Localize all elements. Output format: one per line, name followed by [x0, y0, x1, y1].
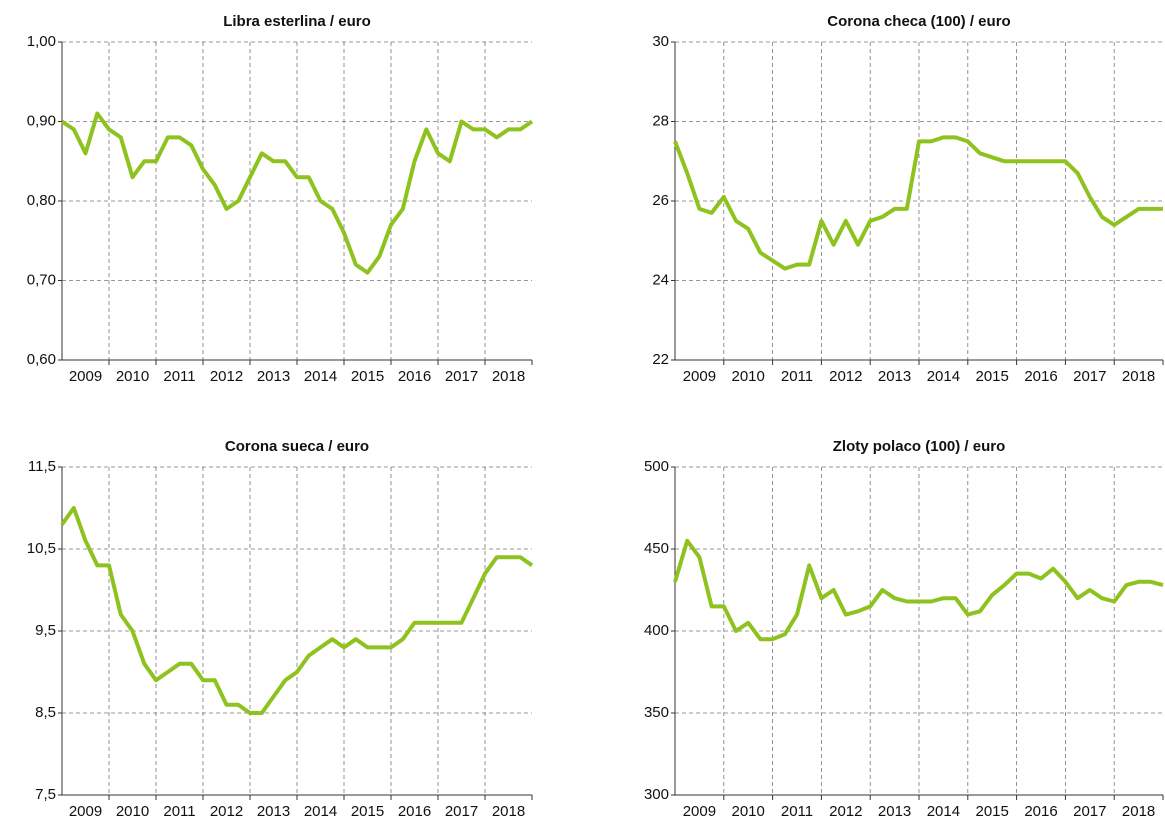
- y-tick-label: 0,90: [27, 112, 56, 129]
- x-tick-label: 2015: [351, 368, 384, 385]
- x-tick-label: 2014: [304, 803, 337, 820]
- x-tick-label: 2014: [304, 368, 337, 385]
- y-tick-label: 350: [644, 704, 669, 721]
- x-tick-label: 2018: [492, 368, 525, 385]
- x-tick-label: 2010: [116, 803, 149, 820]
- y-tick-label: 500: [644, 458, 669, 475]
- x-tick-label: 2018: [1122, 368, 1155, 385]
- y-tick-label: 8,5: [35, 704, 56, 721]
- data-line: [673, 538, 1164, 642]
- x-tick-label: 2011: [163, 368, 195, 385]
- data-line: [60, 506, 534, 715]
- x-tick-label: 2013: [257, 803, 290, 820]
- y-tick-label: 28: [652, 112, 669, 129]
- y-tick-label: 400: [644, 622, 669, 639]
- y-tick-label: 0,60: [27, 351, 56, 368]
- y-tick-label: 0,70: [27, 271, 56, 288]
- x-tick-label: 2009: [683, 803, 716, 820]
- x-tick-label: 2013: [257, 368, 290, 385]
- y-tick-label: 30: [652, 33, 669, 50]
- x-tick-label: 2016: [1024, 368, 1057, 385]
- y-tick-label: 22: [652, 351, 669, 368]
- x-tick-label: 2010: [732, 368, 765, 385]
- y-tick-label: 26: [652, 192, 669, 209]
- y-tick-label: 7,5: [35, 786, 56, 803]
- x-tick-label: 2012: [829, 368, 862, 385]
- y-tick-label: 450: [644, 540, 669, 557]
- chart-title: Corona sueca / euro: [225, 438, 369, 455]
- y-tick-label: 11,5: [28, 458, 56, 475]
- x-tick-label: 2014: [927, 803, 960, 820]
- x-tick-label: 2013: [878, 803, 911, 820]
- x-tick-label: 2015: [351, 803, 384, 820]
- x-tick-label: 2011: [781, 368, 813, 385]
- y-tick-label: 0,80: [27, 192, 56, 209]
- x-tick-label: 2015: [976, 368, 1009, 385]
- chart-panel: Zloty polaco (100) / euro 300 350 400 450 500…: [644, 438, 1164, 820]
- x-tick-label: 2013: [878, 368, 911, 385]
- x-tick-label: 2014: [927, 368, 960, 385]
- x-tick-label: 2011: [163, 803, 195, 820]
- x-tick-label: 2009: [69, 803, 102, 820]
- x-tick-label: 2011: [781, 803, 813, 820]
- x-tick-label: 2017: [1073, 368, 1106, 385]
- chart-panel: Libra esterlina / euro 0,60 0,70 0,80 0,90 1,…: [27, 13, 534, 385]
- y-tick-label: 300: [644, 786, 669, 803]
- chart-title: Libra esterlina / euro: [223, 13, 371, 30]
- x-tick-label: 2018: [1122, 803, 1155, 820]
- y-tick-label: 1,00: [27, 33, 56, 50]
- y-tick-label: 9,5: [35, 622, 56, 639]
- data-line: [673, 135, 1163, 271]
- x-tick-label: 2015: [976, 803, 1009, 820]
- x-tick-label: 2012: [210, 368, 243, 385]
- x-tick-label: 2017: [445, 803, 478, 820]
- y-tick-label: 10,5: [27, 540, 56, 557]
- chart-title: Corona checa (100) / euro: [827, 13, 1010, 30]
- chart-title: Zloty polaco (100) / euro: [833, 438, 1006, 455]
- x-tick-label: 2009: [69, 368, 102, 385]
- y-tick-label: 24: [652, 271, 669, 288]
- x-tick-label: 2016: [398, 803, 431, 820]
- data-line: [60, 111, 534, 275]
- x-tick-label: 2016: [398, 368, 431, 385]
- x-tick-label: 2012: [829, 803, 862, 820]
- x-tick-label: 2010: [732, 803, 765, 820]
- x-tick-label: 2012: [210, 803, 243, 820]
- x-tick-label: 2018: [492, 803, 525, 820]
- x-tick-label: 2017: [1073, 803, 1106, 820]
- x-tick-label: 2009: [683, 368, 716, 385]
- x-tick-label: 2017: [445, 368, 478, 385]
- chart-panel: Corona sueca / euro 7,5 8,5 9,5 10,5 11,5 2009…: [27, 438, 534, 820]
- x-tick-label: 2010: [116, 368, 149, 385]
- x-tick-label: 2016: [1024, 803, 1057, 820]
- chart-panel: Corona checa (100) / euro 22 24 26 28 30 2009 2…: [652, 13, 1164, 385]
